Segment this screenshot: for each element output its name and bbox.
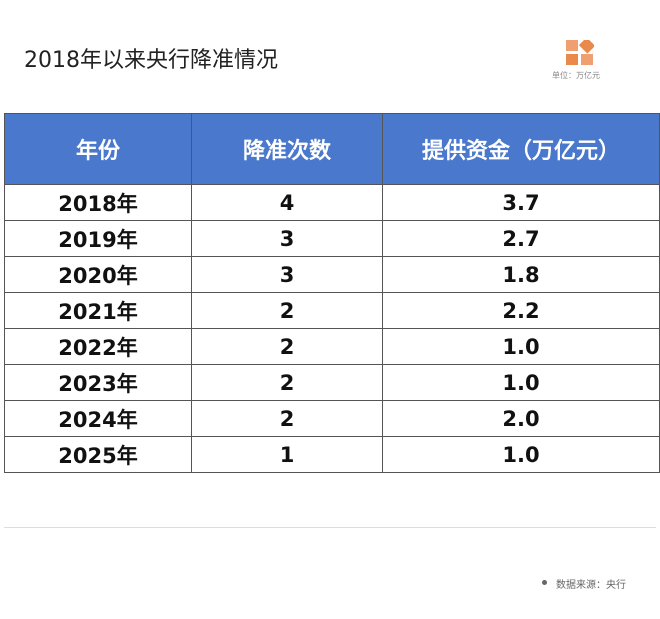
table-row: 2018年 4 3.7 — [4, 184, 660, 221]
table-cell: 1.8 — [382, 256, 660, 293]
table-cell: 1.0 — [382, 436, 660, 473]
table-cell: 2 — [191, 328, 383, 365]
source-note: 数据来源：央行 — [556, 580, 626, 591]
column-header: 提供资金（万亿元） — [382, 113, 660, 185]
table-cell: 2022年 — [4, 328, 192, 365]
table-cell: 2021年 — [4, 292, 192, 329]
header-row: 年份 降准次数 提供资金（万亿元） — [4, 113, 660, 185]
divider — [4, 527, 656, 528]
table-cell: 2019年 — [4, 220, 192, 257]
table-cell: 1 — [191, 436, 383, 473]
table-cell: 2 — [191, 400, 383, 437]
unit-note: 单位：万亿元 — [552, 71, 600, 80]
column-header: 年份 — [4, 113, 192, 185]
table-row: 2023年 2 1.0 — [4, 364, 660, 401]
title: 2018年以来央行降准情况 — [24, 48, 278, 73]
table-cell: 3 — [191, 220, 383, 257]
bullet — [542, 580, 547, 585]
table-cell: 2.7 — [382, 220, 660, 257]
table-cell: 2024年 — [4, 400, 192, 437]
logo — [566, 40, 594, 65]
table-cell: 2 — [191, 364, 383, 401]
table-cell: 1.0 — [382, 364, 660, 401]
data-table: 年份 降准次数 提供资金（万亿元） 2018年 4 3.7 2019年 3 2.7 2020年 3… — [4, 113, 660, 473]
table-cell: 4 — [191, 184, 383, 221]
table-row: 2024年 2 2.0 — [4, 400, 660, 437]
table-cell: 2 — [191, 292, 383, 329]
column-header: 降准次数 — [191, 113, 383, 185]
table-cell: 3 — [191, 256, 383, 293]
table-cell: 2025年 — [4, 436, 192, 473]
table-cell: 3.7 — [382, 184, 660, 221]
table-row: 2019年 3 2.7 — [4, 220, 660, 257]
table-cell: 2.2 — [382, 292, 660, 329]
table-cell: 1.0 — [382, 328, 660, 365]
table-cell: 2.0 — [382, 400, 660, 437]
table-cell: 2018年 — [4, 184, 192, 221]
table-row: 2021年 2 2.2 — [4, 292, 660, 329]
table-cell: 2023年 — [4, 364, 192, 401]
table-row: 2025年 1 1.0 — [4, 436, 660, 473]
table-row: 2020年 3 1.8 — [4, 256, 660, 293]
table-row: 2022年 2 1.0 — [4, 328, 660, 365]
table-cell: 2020年 — [4, 256, 192, 293]
